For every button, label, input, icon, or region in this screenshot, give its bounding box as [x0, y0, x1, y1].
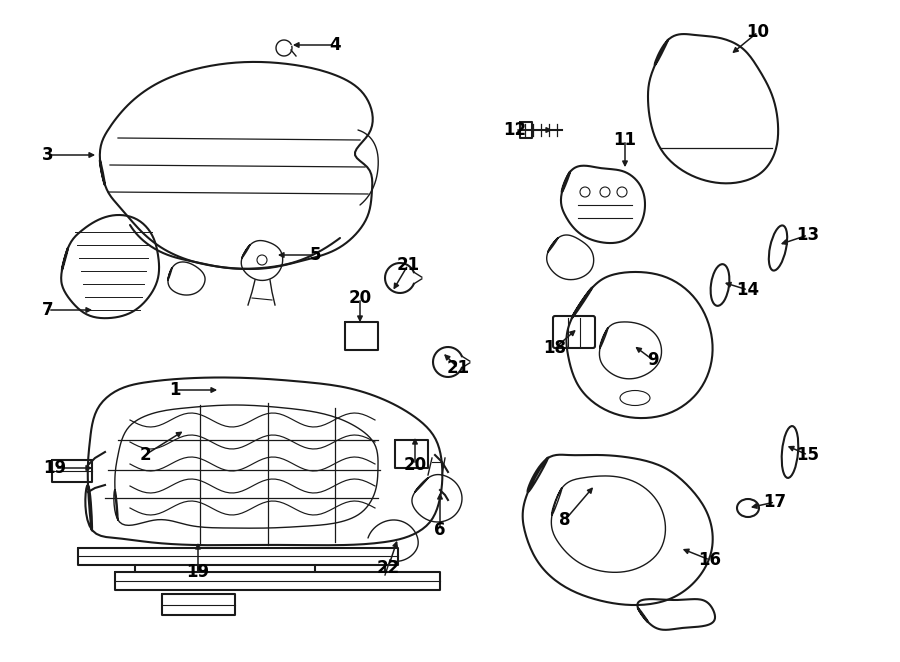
Text: 4: 4: [329, 36, 341, 54]
Text: 15: 15: [796, 446, 820, 464]
Text: 21: 21: [396, 256, 419, 274]
Text: 17: 17: [763, 493, 787, 511]
Text: 2: 2: [140, 446, 151, 464]
Text: 7: 7: [42, 301, 54, 319]
Text: 10: 10: [746, 23, 769, 41]
Text: 6: 6: [435, 521, 446, 539]
Text: 19: 19: [186, 563, 210, 581]
Text: 8: 8: [559, 511, 571, 529]
Text: 20: 20: [403, 456, 427, 474]
Text: 19: 19: [43, 459, 67, 477]
Text: 11: 11: [614, 131, 636, 149]
Text: 12: 12: [503, 121, 526, 139]
Text: 18: 18: [544, 339, 566, 357]
Text: 14: 14: [736, 281, 760, 299]
Text: 1: 1: [169, 381, 181, 399]
Text: 20: 20: [348, 289, 372, 307]
Text: 13: 13: [796, 226, 820, 244]
Text: 16: 16: [698, 551, 722, 569]
Text: 3: 3: [42, 146, 54, 164]
Text: 9: 9: [647, 351, 659, 369]
Text: 22: 22: [376, 559, 400, 577]
Text: 5: 5: [310, 246, 320, 264]
Text: 21: 21: [446, 359, 470, 377]
